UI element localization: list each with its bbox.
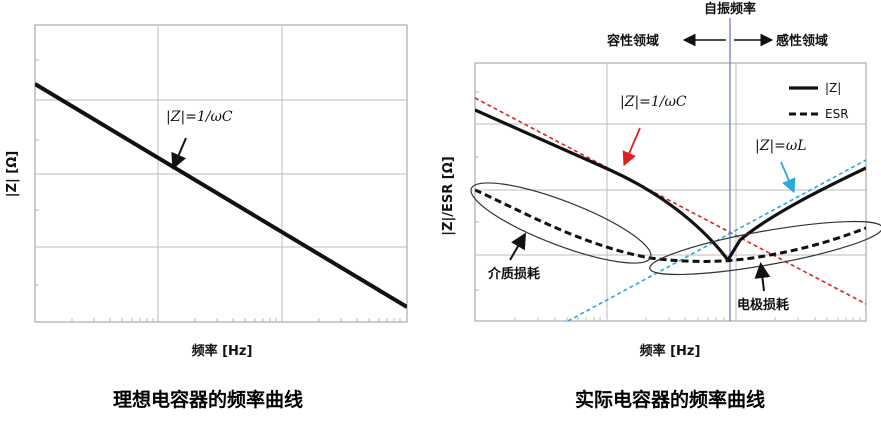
left-minor-ticks	[35, 59, 401, 322]
left-grid	[35, 25, 407, 322]
inductor-label-pointer	[780, 161, 796, 194]
left-x-axis-label: 频率 [Hz]	[192, 343, 253, 359]
left-chart: |Z|=1/ωC |Z| [Ω] 频率 [Hz] 理想电容器的频率曲线	[5, 24, 408, 411]
right-x-axis-label: 频率 [Hz]	[640, 343, 701, 359]
legend: |Z| ESR	[789, 81, 849, 121]
capacitor-curve-label: |Z|=1/ωC	[620, 94, 687, 110]
dielectric-loss-ellipse	[470, 182, 652, 264]
electrode-loss-pointer	[754, 262, 771, 292]
left-y-axis-label: |Z| [Ω]	[5, 151, 20, 197]
right-caption: 实际电容器的频率曲线	[575, 388, 765, 411]
left-curve-label: |Z|=1/ωC	[166, 109, 233, 125]
esr-curve	[475, 188, 866, 263]
capacitive-region-label: 容性领域	[606, 33, 659, 49]
impedance-curve	[475, 108, 866, 263]
resonance-label: 自振频率	[704, 1, 756, 17]
left-curve-pointer	[171, 137, 187, 170]
legend-impedance-label: |Z|	[825, 81, 841, 95]
capacitor-label-pointer	[622, 127, 641, 167]
legend-esr-label: ESR	[825, 107, 849, 121]
ideal-impedance-curve	[35, 82, 407, 309]
right-y-axis-label: |Z|/ESR [Ω]	[441, 156, 456, 235]
left-caption: 理想电容器的频率曲线	[113, 388, 303, 411]
capacitive-asymptote	[475, 97, 866, 305]
dielectric-loss-label: 介质损耗	[487, 266, 540, 282]
inductor-curve-label: |Z|=ωL	[755, 138, 807, 154]
electrode-loss-label: 电极损耗	[737, 297, 789, 313]
inductive-region-label: 感性领域	[776, 33, 828, 49]
dielectric-loss-pointer	[509, 232, 527, 261]
right-chart: |Z|=1/ωC |Z|=ωL 介质损耗 电极损耗 |Z| ESR 自振频率 容…	[441, 1, 881, 411]
